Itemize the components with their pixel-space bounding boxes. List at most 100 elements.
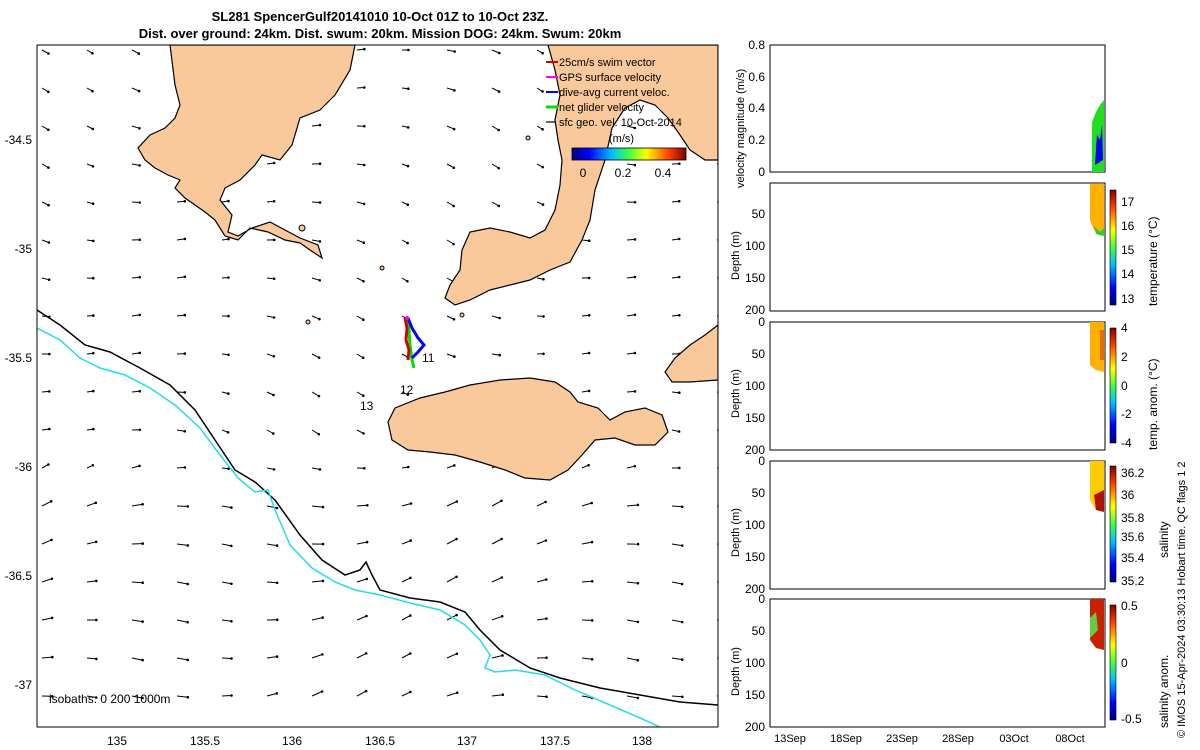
plot-title-line1: SL281 SpencerGulf20141010 10-Oct 01Z to … xyxy=(211,9,549,24)
velocity-arrow-head xyxy=(681,695,684,699)
velocity-arrow xyxy=(536,579,547,583)
y-tick: 0.4 xyxy=(748,101,765,115)
velocity-arrow-head xyxy=(318,279,322,282)
glider-track xyxy=(403,316,426,369)
panel-frame xyxy=(769,182,1106,312)
colorbar-tick: 0 xyxy=(580,166,587,180)
velocity-arrow xyxy=(581,541,593,545)
velocity-arrow-head xyxy=(51,695,54,698)
velocity-arrow xyxy=(221,695,232,697)
velocity-arrow-head xyxy=(545,695,548,698)
depth-tick: 0 xyxy=(758,454,765,468)
velocity-arrow-head xyxy=(362,280,365,283)
map-panel: 11 12 13 isobaths: 0 200 1000m 25cm/s sw… xyxy=(5,44,725,748)
y-tick: -36.5 xyxy=(5,569,33,583)
velocity-arrow-head xyxy=(138,351,141,355)
velocity-arrow-head xyxy=(183,200,187,203)
velocity-arrow-head xyxy=(363,467,366,470)
velocity-arrow xyxy=(581,580,593,583)
velocity-arrow-head xyxy=(183,313,187,317)
velocity-arrow-head xyxy=(362,318,365,322)
velocity-arrow-head xyxy=(183,352,187,355)
colorbar-unit: (m/s) xyxy=(609,133,634,145)
velocity-arrow-head xyxy=(92,389,95,393)
velocity-arrow-head xyxy=(94,540,98,544)
velocity-arrow xyxy=(581,502,592,507)
velocity-arrow-head xyxy=(227,276,230,279)
velocity-arrow-head xyxy=(47,166,50,169)
velocity-arrow-head xyxy=(587,276,591,280)
depth-tick: 100 xyxy=(745,379,765,393)
velocity-arrow-head xyxy=(137,89,141,93)
velocity-arrow xyxy=(176,466,185,469)
temperature-section-deep xyxy=(1094,226,1104,236)
velocity-arrow-head xyxy=(92,239,95,243)
velocity-arrow xyxy=(311,467,320,470)
velocity-arrow xyxy=(626,238,636,241)
velocity-arrow xyxy=(176,543,188,546)
velocity-arrow-head xyxy=(500,576,504,579)
velocity-arrow-head xyxy=(678,162,681,165)
velocity-arrow xyxy=(311,429,320,435)
velocity-arrow-head xyxy=(455,613,458,617)
velocity-arrow xyxy=(536,695,547,698)
velocity-arrow-head xyxy=(455,652,459,655)
depth-tick: 50 xyxy=(752,486,766,500)
velocity-arrow-head xyxy=(272,238,276,242)
depth-tick: 150 xyxy=(745,688,765,702)
velocity-arrow xyxy=(446,201,454,207)
velocity-arrow-head xyxy=(452,204,456,208)
velocity-arrow xyxy=(266,656,278,659)
swim-vector-track xyxy=(403,317,411,361)
velocity-arrow-head xyxy=(47,241,51,244)
cbar-tick: 36.2 xyxy=(1121,466,1145,480)
velocity-arrow xyxy=(131,581,143,584)
map-colorbar xyxy=(571,147,687,161)
velocity-arrow-head xyxy=(409,502,413,505)
velocity-arrow xyxy=(401,503,412,507)
time-tick: 23Sep xyxy=(886,733,918,745)
cbar-tick: -0.5 xyxy=(1121,712,1142,726)
velocity-arrow xyxy=(266,505,278,509)
velocity-arrow-head xyxy=(318,240,322,243)
velocity-arrow-head xyxy=(141,658,144,662)
velocity-arrow-head xyxy=(545,617,548,620)
cbar-tick: 15 xyxy=(1121,243,1135,257)
velocity-arrow-head xyxy=(633,313,637,317)
velocity-arrow-head xyxy=(587,351,591,355)
depth-tick: 100 xyxy=(745,518,765,532)
velocity-arrow-head xyxy=(587,463,590,467)
velocity-arrow-head xyxy=(318,201,322,204)
velocity-arrow xyxy=(86,502,96,507)
velocity-arrow-head xyxy=(680,658,684,661)
velocity-arrow-head xyxy=(91,127,94,131)
velocity-arrow-head xyxy=(722,200,725,203)
x-tick: 136.5 xyxy=(365,734,395,748)
colorbar-tick: 0.2 xyxy=(615,166,632,180)
velocity-arrow-head xyxy=(544,539,548,542)
velocity-arrow-head xyxy=(47,128,50,132)
velocity-arrow xyxy=(356,504,368,507)
velocity-arrow-head xyxy=(455,537,458,541)
velocity-arrow-head xyxy=(183,430,186,433)
velocity-arrow xyxy=(536,618,547,621)
depth-tick: 100 xyxy=(745,656,765,670)
velocity-arrow-head xyxy=(590,658,594,661)
cbar-tick: 36 xyxy=(1121,488,1135,502)
velocity-arrow-head xyxy=(317,356,321,360)
velocity-arrow-head xyxy=(141,503,144,506)
velocity-arrow-head xyxy=(92,314,95,317)
velocity-arrow xyxy=(356,690,367,697)
velocity-arrow-head xyxy=(722,49,725,52)
velocity-arrow-head xyxy=(47,52,50,55)
velocity-arrow-head xyxy=(227,353,230,357)
time-tick: 28Sep xyxy=(942,733,974,745)
velocity-arrow-head xyxy=(500,499,503,503)
map-legend: 25cm/s swim vector GPS surface velocity … xyxy=(546,57,687,180)
temp-anom-section-core xyxy=(1100,330,1104,360)
velocity-arrow xyxy=(176,314,185,317)
velocity-arrow-head xyxy=(722,393,725,396)
velocity-arrow xyxy=(311,580,323,583)
time-axis: 13Sep 18Sep 23Sep 28Sep 03Oct 08Oct xyxy=(774,733,1085,745)
cbar-tick: 35.8 xyxy=(1121,511,1145,525)
